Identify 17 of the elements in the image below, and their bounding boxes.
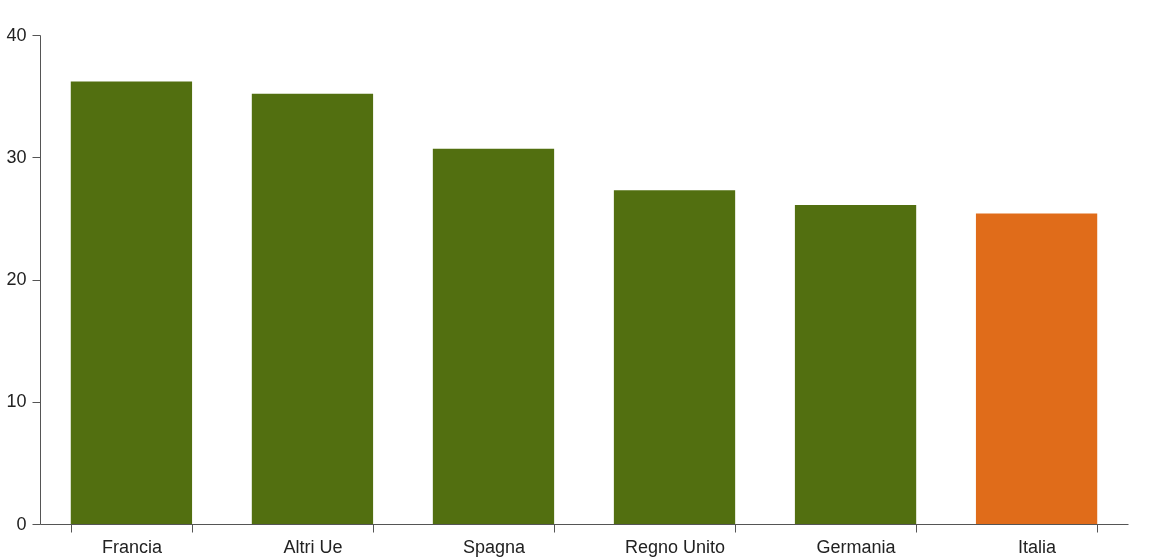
x-tick-label: Spagna xyxy=(462,536,526,557)
bar xyxy=(975,213,1098,524)
bar xyxy=(251,93,374,524)
y-tick-label: 40 xyxy=(6,24,27,45)
y-tick-label: 10 xyxy=(6,391,27,412)
x-tick-label: Regno Unito xyxy=(624,536,726,557)
y-tick-label: 30 xyxy=(6,146,27,167)
bar xyxy=(70,81,193,524)
x-tick-label: Francia xyxy=(101,536,163,557)
y-tick-label: 0 xyxy=(16,513,27,534)
x-tick-label: Altri Ue xyxy=(283,536,343,557)
bar xyxy=(432,148,555,524)
bar xyxy=(613,190,736,524)
y-tick-label: 20 xyxy=(6,269,27,289)
x-tick-label: Italia xyxy=(1018,536,1058,557)
x-tick-label: Germania xyxy=(816,536,897,557)
bar xyxy=(794,204,917,524)
